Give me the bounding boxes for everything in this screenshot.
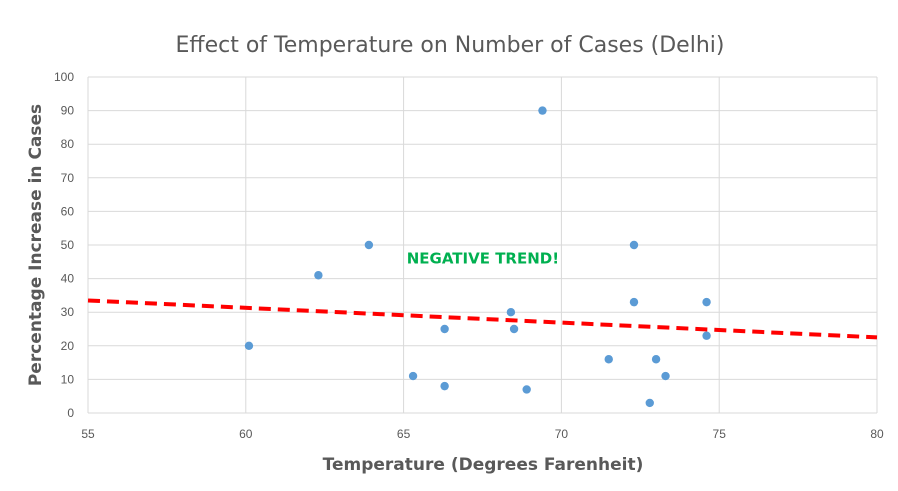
data-point [538,106,547,115]
trend-annotation: NEGATIVE TREND! [407,249,559,267]
data-point [408,371,418,381]
data-point [244,341,254,350]
y-tick-label: 20 [61,339,75,353]
y-tick-label: 0 [67,406,74,420]
data-points [244,106,711,408]
data-point [629,240,639,250]
data-point [645,398,654,408]
data-point [702,297,711,307]
y-tick-label: 10 [61,372,75,386]
x-tick-label: 55 [81,427,95,441]
data-point [440,324,449,334]
data-point [314,271,323,280]
data-point [506,308,516,317]
data-point [651,355,661,364]
y-axis-label: Percentage Increase in Cases [26,104,46,386]
x-tick-label: 75 [713,427,727,441]
x-tick-label: 60 [239,427,253,441]
chart-title: Effect of Temperature on Number of Cases… [176,33,725,58]
axes: 0 10 20 30 40 50 60 70 80 90 100 55 60 65 70 75 80 [54,70,884,441]
x-tick-label: 70 [555,427,569,441]
y-tick-label: 60 [61,204,75,218]
y-tick-label: 50 [61,238,75,252]
data-point [702,331,711,340]
data-point [509,324,519,334]
trendline-layer [87,298,878,340]
data-point [364,240,374,250]
x-tick-label: 80 [870,427,884,441]
trendline [87,298,878,340]
y-tick-label: 30 [61,305,75,319]
x-tick-label: 65 [397,427,411,441]
y-tick-label: 70 [61,171,75,185]
y-tick-label: 100 [54,70,74,84]
y-tick-label: 40 [61,272,75,286]
y-tick-label: 90 [61,104,75,118]
gridlines [87,76,878,414]
data-point [604,355,613,364]
y-tick-label: 80 [61,137,75,151]
data-point [522,385,531,394]
data-point [629,297,639,307]
data-point [661,371,670,381]
x-axis-label: Temperature (Degrees Farenheit) [323,455,644,475]
data-point [440,381,449,391]
